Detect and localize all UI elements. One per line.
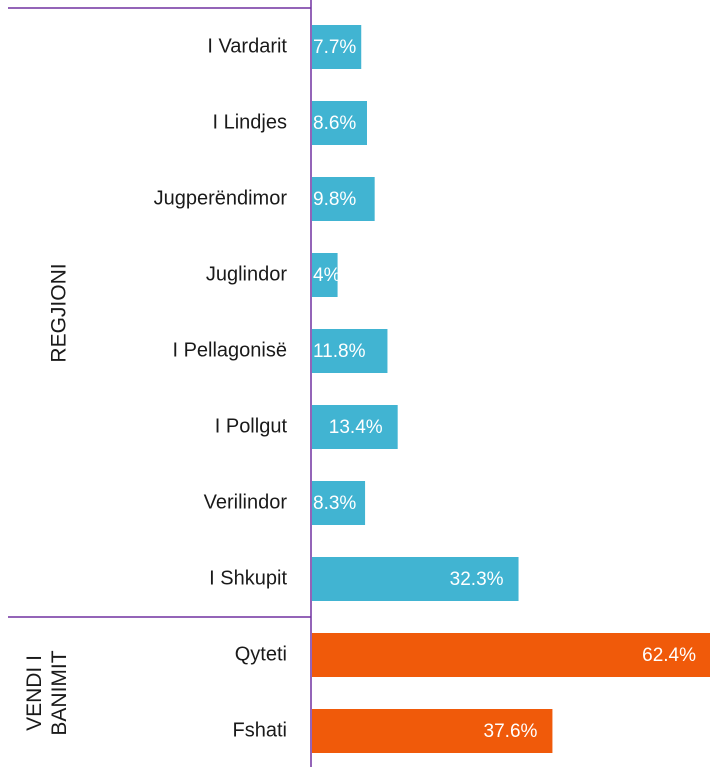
value-label: 13.4%	[329, 417, 383, 438]
bar	[312, 177, 375, 221]
category-label: Qyteti	[235, 643, 287, 665]
bar	[312, 633, 710, 677]
bar	[312, 101, 367, 145]
category-label: Juglindor	[206, 263, 288, 285]
value-label: 8.3%	[313, 493, 356, 514]
category-label: Verilindor	[204, 491, 288, 513]
category-label: I Pellagonisë	[172, 339, 287, 361]
category-label: Jugperëndimor	[154, 187, 288, 209]
group-label: REGJIONI	[48, 263, 71, 362]
category-label: I Shkupit	[209, 567, 287, 589]
bar	[312, 405, 398, 449]
value-label: 37.6%	[484, 721, 538, 742]
bar	[312, 481, 366, 525]
bar	[312, 253, 338, 297]
value-label: 11.8%	[313, 341, 366, 362]
category-label: I Lindjes	[213, 111, 288, 133]
bar	[312, 557, 519, 601]
category-label: I Vardarit	[207, 35, 287, 57]
value-label: 9.8%	[313, 189, 356, 210]
value-label: 8.6%	[313, 113, 356, 134]
category-label: Fshati	[233, 719, 287, 741]
bar	[312, 709, 553, 753]
value-label: 4%	[313, 265, 341, 286]
bar	[312, 329, 388, 373]
value-label: 7.7%	[313, 37, 356, 58]
value-label: 32.3%	[450, 569, 504, 590]
category-label: I Pollgut	[215, 415, 288, 437]
bar	[312, 25, 362, 69]
group-label: VENDI IBANIMIT	[23, 650, 71, 735]
value-label: 62.4%	[642, 645, 696, 666]
